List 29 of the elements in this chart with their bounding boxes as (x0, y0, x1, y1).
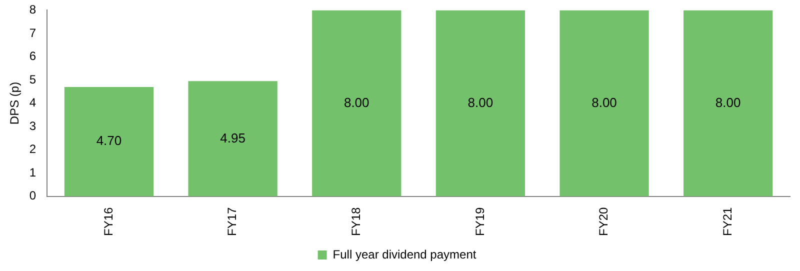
y-tick-label: 7 (29, 26, 36, 40)
text: 8.00 (344, 94, 370, 110)
bar (684, 10, 773, 196)
bar (312, 10, 402, 196)
x-tick-label: FY20 (596, 207, 611, 236)
bar (188, 81, 278, 196)
legend-label: Full year dividend payment (332, 247, 477, 262)
y-tick-label: 2 (29, 142, 36, 156)
x-tick-label: FY21 (720, 207, 734, 236)
y-axis-title: DPS (p) (8, 82, 22, 125)
y-tick-label: 5 (29, 72, 36, 86)
y-tick-label: 1 (29, 165, 36, 180)
y-tick-label: 8 (29, 2, 36, 17)
x-tick-label: FY16 (101, 207, 116, 236)
x-tick-label: FY18 (348, 207, 363, 236)
text: 8.00 (468, 94, 494, 110)
text: 4.95 (220, 130, 246, 146)
text: 8.00 (715, 94, 741, 110)
y-tick-label: 0 (29, 188, 36, 203)
x-tick-label: FY17 (225, 207, 240, 236)
bar (560, 10, 649, 196)
bar (64, 86, 154, 196)
y-tick-label: 6 (29, 49, 36, 64)
text: 4.70 (96, 133, 122, 148)
text: 8.00 (592, 94, 617, 110)
x-tick-label: FY19 (472, 207, 487, 236)
bar (436, 10, 526, 196)
y-tick-label: 4 (29, 96, 36, 110)
y-tick-label: 3 (29, 118, 36, 133)
